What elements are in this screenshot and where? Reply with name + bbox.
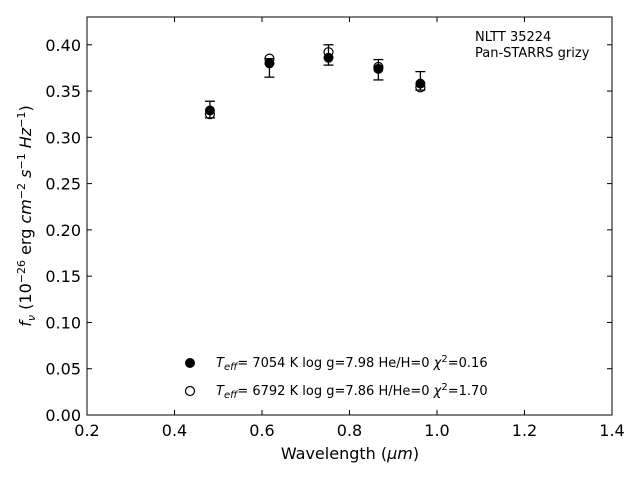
- legend-label-filled: Teff= 7054 K log g=7.98 He/H=0 χ2=0.16: [216, 354, 488, 373]
- legend-marker-filled: [185, 358, 195, 368]
- y-tick-label: 0.00: [45, 406, 81, 425]
- y-tick-label: 0.15: [45, 267, 81, 286]
- x-tick-label: 0.4: [162, 421, 187, 440]
- y-tick-label: 0.20: [45, 221, 81, 240]
- x-tick-label: 0.8: [337, 421, 362, 440]
- annotation-line-1: NLTT 35224: [475, 30, 551, 45]
- x-tick-label: 0.6: [249, 421, 274, 440]
- legend-marker-open: [184, 385, 196, 397]
- data-marks: [204, 44, 426, 120]
- legend: Teff= 7054 K log g=7.98 He/H=0 χ2=0.16 T…: [184, 354, 488, 401]
- y-tick-label: 0.30: [45, 128, 81, 147]
- x-axis-label: Wavelength (μm): [281, 444, 419, 463]
- y-tick-label: 0.35: [45, 82, 81, 101]
- model-point-filled: [415, 78, 426, 89]
- y-axis: 0.00 0.05 0.10 0.15 0.20 0.25 0.30 0.35 0.40: [45, 36, 612, 425]
- x-tick-label: 1.2: [512, 421, 537, 440]
- model-point-filled: [264, 58, 275, 69]
- y-tick-label: 0.05: [45, 360, 81, 379]
- x-axis: 0.2 0.4 0.6 0.8 1.0 1.2 1.4: [74, 17, 625, 440]
- x-tick-label: 0.2: [74, 421, 99, 440]
- legend-label-open: Teff= 6792 K log g=7.86 H/He=0 χ2=1.70: [216, 382, 488, 401]
- model-point-filled: [204, 105, 215, 116]
- annotation-line-2: Pan-STARRS grizy: [475, 46, 590, 61]
- y-tick-label: 0.10: [45, 313, 81, 332]
- model-point-filled: [323, 52, 334, 63]
- y-axis-label: fν (10−26 erg cm−2 s−1 Hz−1): [15, 105, 38, 326]
- x-tick-label: 1.4: [599, 421, 624, 440]
- y-tick-label: 0.40: [45, 36, 81, 55]
- y-tick-label: 0.25: [45, 175, 81, 194]
- model-point-filled: [373, 63, 384, 74]
- x-tick-label: 1.0: [424, 421, 449, 440]
